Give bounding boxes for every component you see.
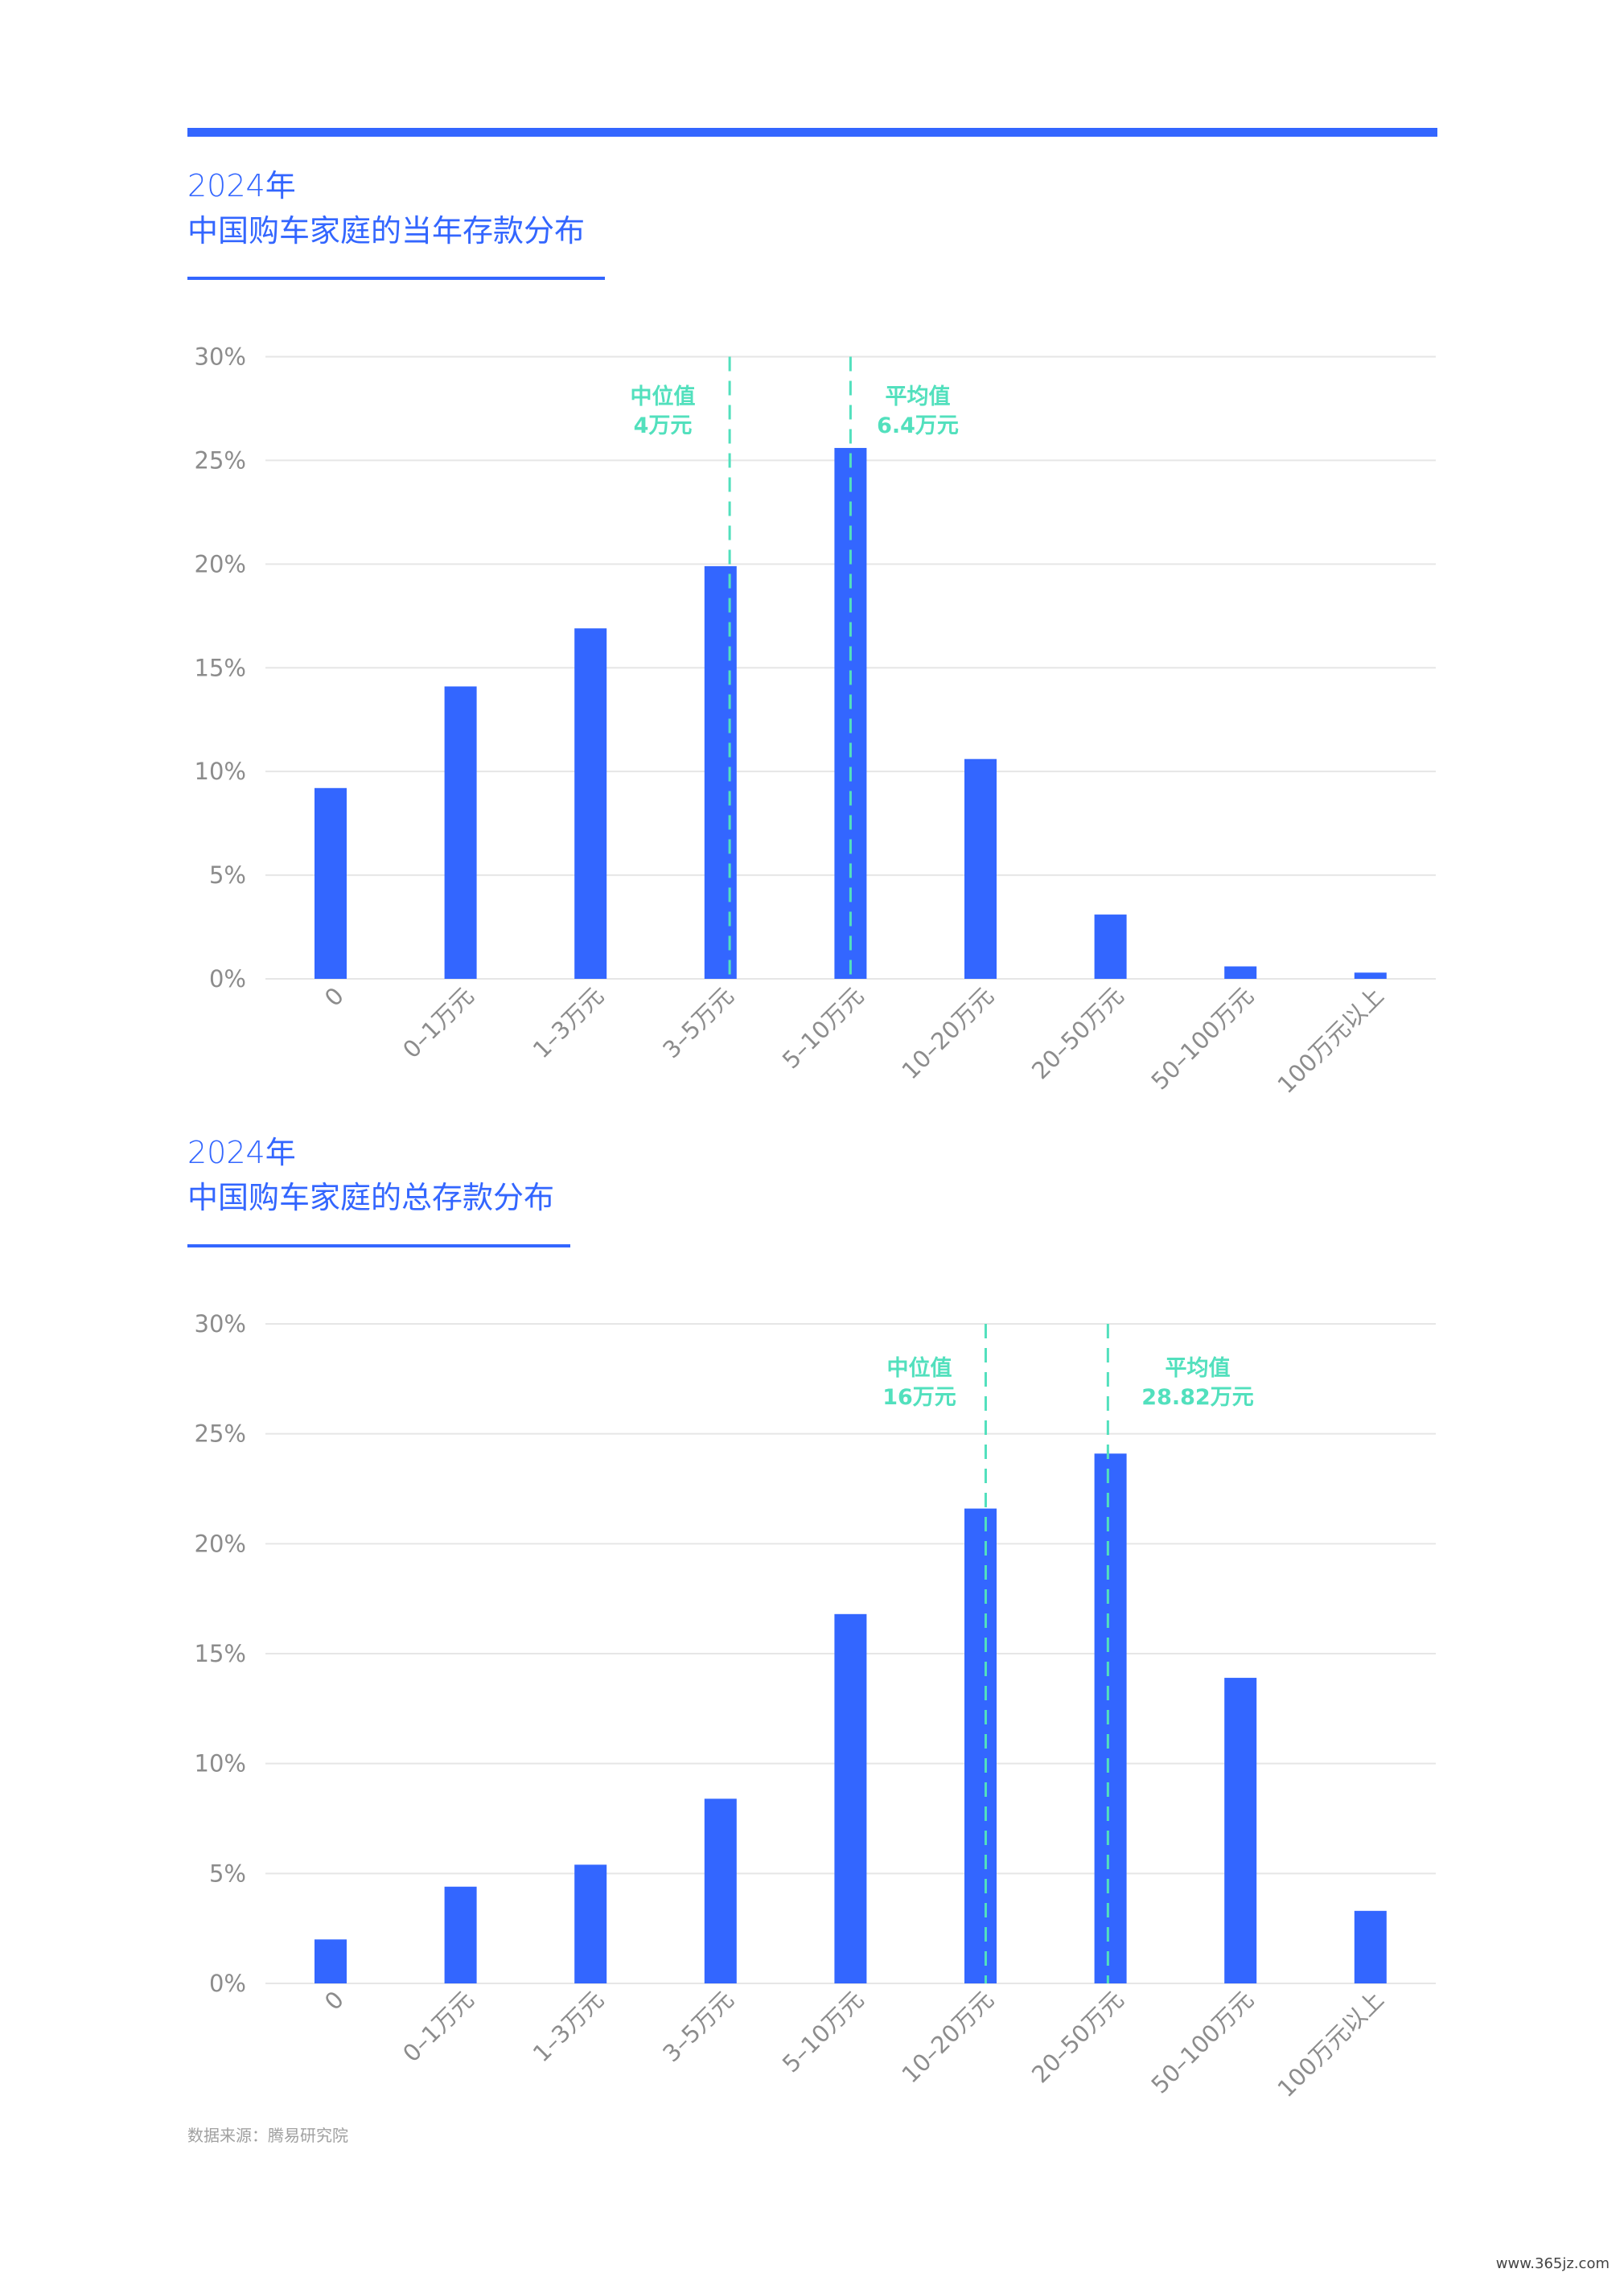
- marker-value: 6.4万元: [877, 413, 959, 438]
- marker-label: 平均值: [1166, 1356, 1231, 1381]
- top-accent-bar: [187, 128, 1437, 137]
- chart-title: 中国购车家庭的当年存款分布: [187, 213, 585, 249]
- bar: [704, 1798, 737, 1983]
- x-axis: 0 0–1万元 1–3万元 3–5万元 5–10万元 10–20万元 20–50万元 50–1…: [319, 1986, 1389, 2102]
- bar: [834, 1613, 867, 1983]
- chart-title: 中国购车家庭的总存款分布: [187, 1180, 554, 1215]
- bar: [1094, 1453, 1127, 1983]
- y-tick-label: 25%: [195, 446, 246, 474]
- x-tick-label: 20–50万元: [1026, 982, 1129, 1085]
- marker-label: 中位值: [887, 1355, 952, 1381]
- x-axis: 0 0–1万元 1–3万元 3–5万元 5–10万元 10–20万元 20–50万元 50–1…: [319, 982, 1389, 1099]
- x-tick-label: 3–5万元: [657, 1986, 738, 2067]
- y-tick-label: 5%: [209, 861, 246, 889]
- y-tick-label: 10%: [195, 758, 246, 785]
- mean-marker: 平均值 28.82万元: [1106, 1324, 1254, 1983]
- x-tick-label: 0: [319, 982, 349, 1012]
- bar: [444, 686, 477, 979]
- data-source-note: 数据来源：腾易研究院: [187, 2126, 348, 2145]
- bar: [964, 1508, 997, 1983]
- median-marker: 中位值 16万元: [882, 1324, 987, 1983]
- watermark: www.365jz.com: [1496, 2255, 1610, 2272]
- mean-marker: 平均值 6.4万元: [849, 356, 959, 979]
- x-tick-label: 1–3万元: [528, 982, 609, 1063]
- y-tick-label: 5%: [209, 1860, 246, 1887]
- y-axis: 0% 5% 10% 15% 20% 25% 30%: [195, 343, 1436, 993]
- y-tick-label: 20%: [195, 550, 246, 577]
- bar-series: [315, 447, 1387, 979]
- y-axis: 0% 5% 10% 15% 20% 25% 30%: [195, 1310, 1436, 1997]
- y-tick-label: 30%: [195, 343, 246, 371]
- bar-series: [315, 1453, 1387, 1983]
- y-tick-label: 20%: [195, 1530, 246, 1557]
- bar: [964, 758, 997, 979]
- x-tick-label: 10–20万元: [896, 982, 999, 1085]
- bar: [1094, 914, 1127, 979]
- x-tick-label: 20–50万元: [1026, 1986, 1129, 2089]
- bar: [1224, 1678, 1257, 1983]
- bar: [1224, 966, 1257, 979]
- x-tick-label: 3–5万元: [657, 982, 738, 1063]
- y-tick-label: 15%: [195, 1640, 246, 1667]
- plot-area: 0% 5% 10% 15% 20% 25% 30% 0 0–1万元 1–3万元 3–5万元 5–10万…: [195, 1310, 1436, 2102]
- title-underline: [187, 277, 605, 280]
- chart-title-year: 2024年: [187, 1135, 296, 1170]
- x-tick-label: 50–100万元: [1146, 1986, 1260, 2099]
- x-tick-label: 100万元以上: [1272, 1986, 1389, 2102]
- marker-value: 28.82万元: [1141, 1385, 1253, 1410]
- title-underline: [187, 1244, 570, 1247]
- y-tick-label: 0%: [209, 1970, 246, 1997]
- x-tick-label: 5–10万元: [777, 982, 869, 1074]
- marker-value: 16万元: [882, 1385, 956, 1410]
- marker-label: 平均值: [886, 384, 951, 409]
- bar: [1354, 972, 1387, 979]
- plot-area: 0% 5% 10% 15% 20% 25% 30% 0 0–1万元 1–3万元 3–5万元 5–10万…: [195, 343, 1436, 1099]
- chart-current-year-savings: 2024年 中国购车家庭的当年存款分布 0%5%10%15%20%25%30%0…: [187, 168, 1436, 1099]
- x-tick-label: 5–10万元: [777, 1986, 869, 2078]
- bar: [704, 565, 737, 979]
- chart-title-year: 2024年: [187, 168, 296, 203]
- bar: [1354, 1910, 1387, 1983]
- x-tick-label: 0–1万元: [397, 1986, 479, 2067]
- x-tick-label: 0: [319, 1986, 349, 2016]
- y-tick-label: 10%: [195, 1750, 246, 1778]
- y-tick-label: 0%: [209, 965, 246, 993]
- y-tick-label: 30%: [195, 1310, 246, 1338]
- median-marker: 中位值 4万元: [631, 356, 731, 979]
- bar: [315, 787, 347, 979]
- y-tick-label: 15%: [195, 654, 246, 681]
- y-tick-label: 25%: [195, 1420, 246, 1448]
- bar: [315, 1939, 347, 1983]
- bar: [444, 1886, 477, 1983]
- x-tick-label: 50–100万元: [1146, 982, 1260, 1095]
- x-tick-label: 1–3万元: [528, 1986, 609, 2067]
- marker-value: 4万元: [634, 413, 693, 438]
- bar: [574, 628, 607, 979]
- x-tick-label: 100万元以上: [1272, 982, 1389, 1099]
- marker-label: 中位值: [631, 384, 696, 409]
- bar: [574, 1864, 607, 1983]
- chart-total-savings: 2024年 中国购车家庭的总存款分布 0%5%10%15%20%25%30%0 0…: [187, 1135, 1436, 2102]
- x-tick-label: 10–20万元: [896, 1986, 999, 2089]
- x-tick-label: 0–1万元: [397, 982, 479, 1063]
